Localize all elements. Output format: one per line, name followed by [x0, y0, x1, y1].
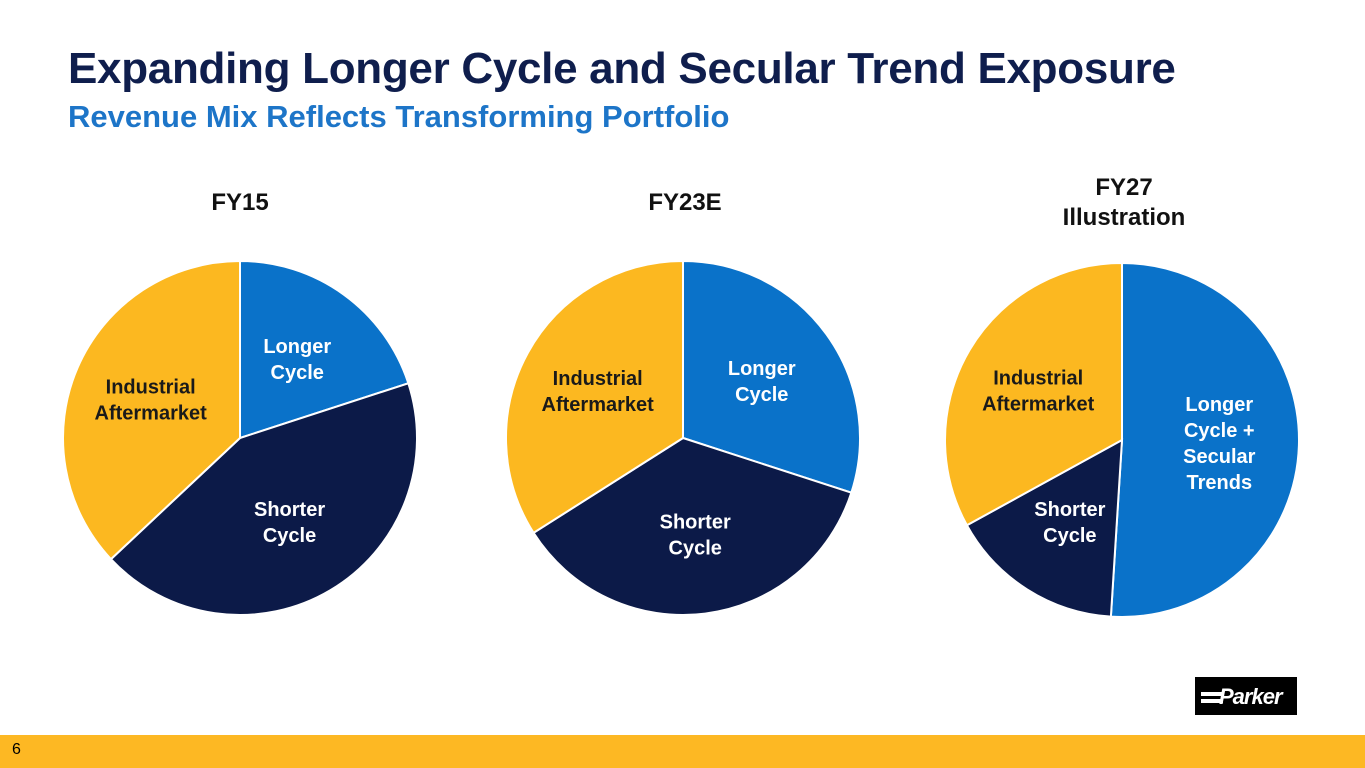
page-subtitle: Revenue Mix Reflects Transforming Portfo… [68, 99, 730, 134]
footer-bar [0, 735, 1365, 768]
pie-slice-label-line: Aftermarket [95, 402, 208, 424]
logo-text: Parker [1219, 684, 1283, 709]
pie-slice-label-line: Aftermarket [542, 394, 655, 416]
pie-slice-label: Industrial Aftermarket [982, 367, 1095, 415]
pie-slice-industrial-aftermarket [944, 261, 1123, 527]
pie-slice-label-line: Secular [1183, 446, 1255, 468]
pie-slice-label-line: Longer [728, 358, 796, 380]
pie-slice-label: Longer Cycle [263, 336, 331, 384]
pie-chart-fy27: Longer Cycle + Secular Trends Shorter Cycle In… [944, 261, 1300, 618]
pie-slice-label-line: Shorter [660, 512, 731, 534]
chart-title-fy27: FY27 Illustration [1004, 173, 1244, 233]
pie-slice-label-line: Longer [1185, 394, 1253, 416]
pie-slice-label-line: Cycle [735, 384, 788, 406]
pie-slice-label-line: Cycle [669, 538, 722, 560]
chart-title-line: FY27 [1095, 174, 1153, 201]
pie-slice-longer-cycle [239, 259, 410, 440]
pie-slice-shorter-cycle [109, 382, 418, 616]
pie-slice-industrial-aftermarket [62, 259, 241, 561]
pie-chart-fy23e: Longer Cycle Shorter Cycle Industrial Afterma… [505, 259, 861, 616]
pie-slice-label: Shorter Cycle [660, 512, 731, 560]
pie-slice-industrial-aftermarket [505, 259, 684, 535]
pie-slice-label: Shorter Cycle [1034, 499, 1105, 547]
chart-title-fy23e: FY23E [565, 188, 805, 218]
pie-slice-label-line: Industrial [553, 368, 643, 390]
pie-slice-label: Longer Cycle [728, 358, 796, 406]
pie-slice-label: Industrial Aftermarket [95, 376, 208, 424]
page-number: 6 [12, 741, 21, 758]
chart-title-line: FY15 [211, 189, 269, 216]
pie-slice-label-line: Trends [1187, 472, 1253, 494]
chart-title-line: FY23E [648, 189, 722, 216]
pie-slice-label: Longer Cycle + Secular Trends [1183, 394, 1255, 494]
pie-slice-label-line: Aftermarket [982, 393, 1095, 415]
pie-slice-label: Shorter Cycle [254, 499, 325, 547]
pie-slice-shorter-cycle [532, 436, 853, 616]
pie-slice-label-line: Cycle [1043, 525, 1096, 547]
pie-slice-label-line: Industrial [106, 376, 196, 398]
pie-slice-shorter-cycle [965, 438, 1124, 618]
pie-slice-longer-cycle [682, 259, 861, 494]
pie-slice-label-line: Cycle [271, 362, 324, 384]
pie-chart-fy15: Longer Cycle Shorter Cycle Industrial Afterma… [62, 259, 418, 616]
pie-slice-label-line: Cycle [263, 525, 316, 547]
pie-slice-label: Industrial Aftermarket [542, 368, 655, 416]
pie-slice-label-line: Shorter [1034, 499, 1105, 521]
pie-slice-label-line: Longer [263, 336, 331, 358]
logo-stripe [1201, 699, 1223, 703]
chart-title-fy15: FY15 [120, 188, 360, 218]
pie-slice-longer-cycle-secular-trends [1109, 261, 1300, 618]
page-title: Expanding Longer Cycle and Secular Trend… [68, 44, 1176, 93]
chart-title-line: Illustration [1062, 204, 1186, 231]
pie-slice-label-line: Cycle + [1184, 420, 1255, 442]
logo-stripe [1201, 692, 1223, 696]
parker-logo: Parker [1195, 677, 1297, 715]
pie-slice-label-line: Industrial [993, 367, 1083, 389]
pie-slice-label-line: Shorter [254, 499, 325, 521]
